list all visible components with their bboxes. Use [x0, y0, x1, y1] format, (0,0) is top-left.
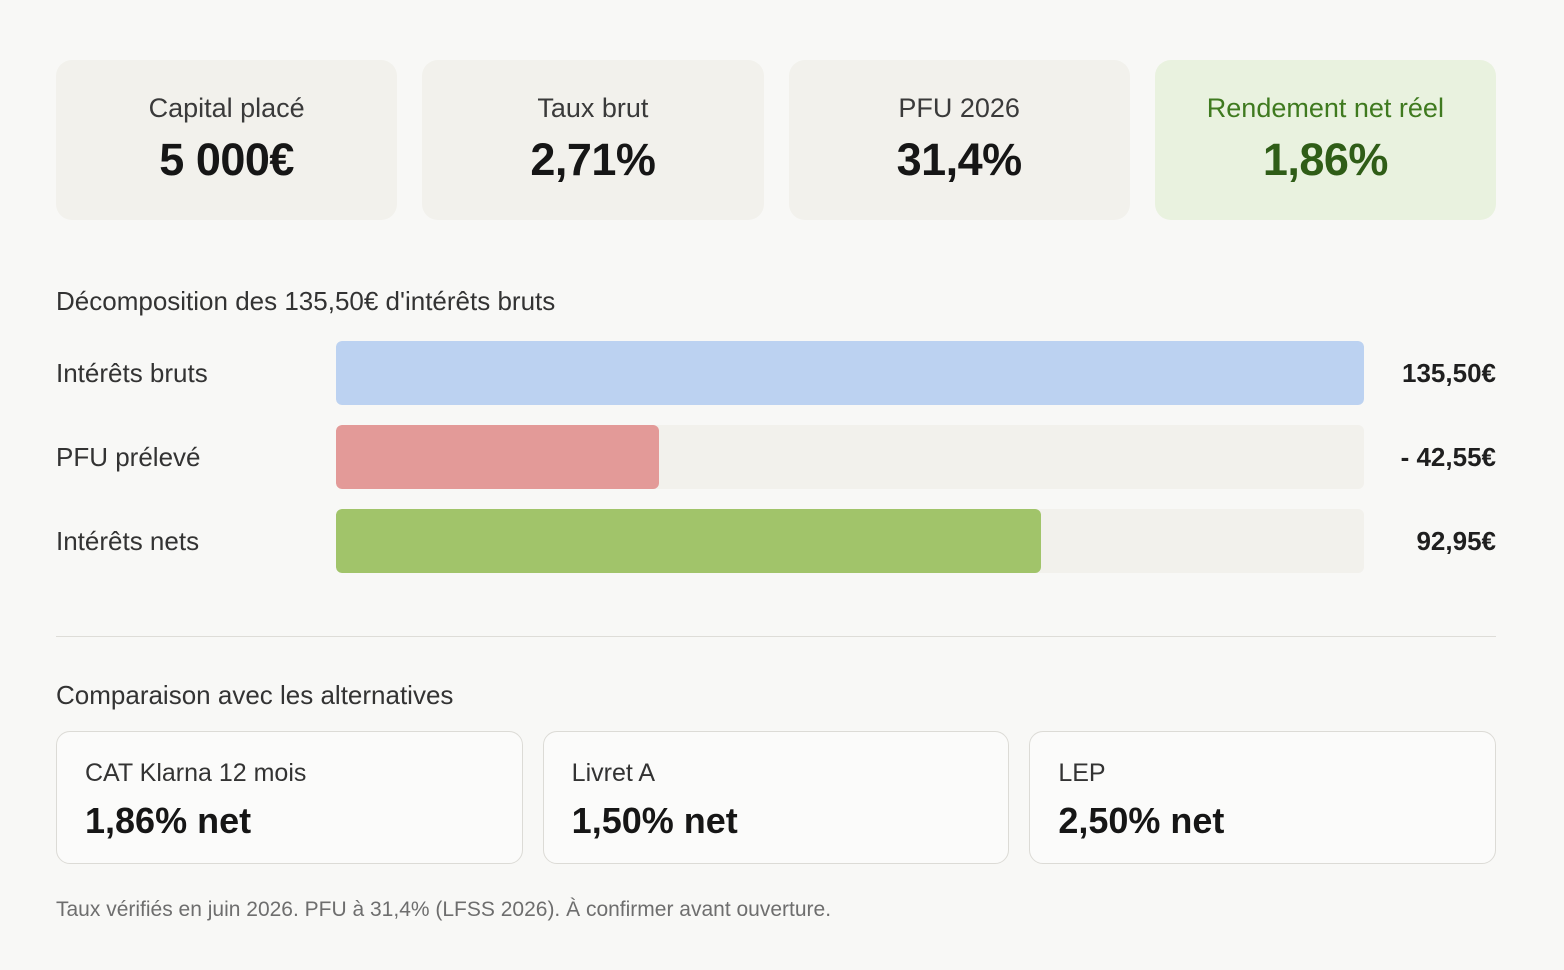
breakdown-title: Décomposition des 135,50€ d'intérêts bru… [56, 286, 556, 316]
bar-fill-pfu [336, 425, 659, 489]
bar-track [336, 341, 1364, 405]
stat-card-net-yield: Rendement net réel 1,86% [1154, 60, 1496, 220]
stat-card-capital: Capital placé 5 000€ [56, 60, 398, 220]
stat-label: Capital placé [148, 93, 305, 123]
stat-label: PFU 2026 [898, 93, 1020, 123]
bar-value: 92,95€ [1416, 526, 1496, 556]
bar-row-pfu: PFU prélevé - 42,55€ [56, 425, 1496, 489]
alt-value: 2,50% net [1058, 800, 1225, 841]
bar-fill-gross [336, 341, 1364, 405]
stat-value: 2,71% [530, 134, 656, 185]
bar-row-net: Intérêts nets 92,95€ [56, 509, 1496, 573]
stat-value: 5 000€ [159, 134, 294, 185]
bar-label: Intérêts nets [56, 526, 200, 556]
alt-card-livret-a: Livret A 1,50% net [542, 731, 1010, 864]
comparison-title: Comparaison avec les alternatives [56, 680, 454, 710]
alt-value: 1,50% net [571, 800, 738, 841]
alt-name: CAT Klarna 12 mois [85, 759, 307, 787]
bar-row-gross: Intérêts bruts 135,50€ [56, 341, 1496, 405]
footnote: Taux vérifiés en juin 2026. PFU à 31,4% … [56, 898, 832, 921]
stat-label: Taux brut [537, 93, 649, 123]
stat-label: Rendement net réel [1206, 93, 1444, 123]
bar-label: PFU prélevé [56, 442, 201, 472]
bar-value: - 42,55€ [1400, 442, 1496, 472]
stats-row: Capital placé 5 000€ Taux brut 2,71% PFU… [56, 60, 1496, 220]
alt-card-lep: LEP 2,50% net [1029, 731, 1497, 864]
bar-fill-net [336, 509, 1042, 573]
bar-track [336, 425, 1364, 489]
stat-card-gross-rate: Taux brut 2,71% [422, 60, 764, 220]
alt-name: Livret A [571, 759, 656, 787]
stat-value: 31,4% [896, 134, 1023, 185]
stat-card-pfu: PFU 2026 31,4% [788, 60, 1130, 220]
alternatives-row: CAT Klarna 12 mois 1,86% net Livret A 1,… [56, 731, 1497, 864]
alt-card-cat-klarna: CAT Klarna 12 mois 1,86% net [56, 731, 523, 864]
alt-name: LEP [1058, 759, 1106, 787]
stat-value: 1,86% [1262, 134, 1389, 185]
bar-value: 135,50€ [1402, 358, 1496, 388]
alt-value: 1,86% net [85, 800, 252, 841]
section-divider [56, 636, 1496, 637]
bar-track [336, 509, 1364, 573]
bar-label: Intérêts bruts [56, 358, 208, 388]
